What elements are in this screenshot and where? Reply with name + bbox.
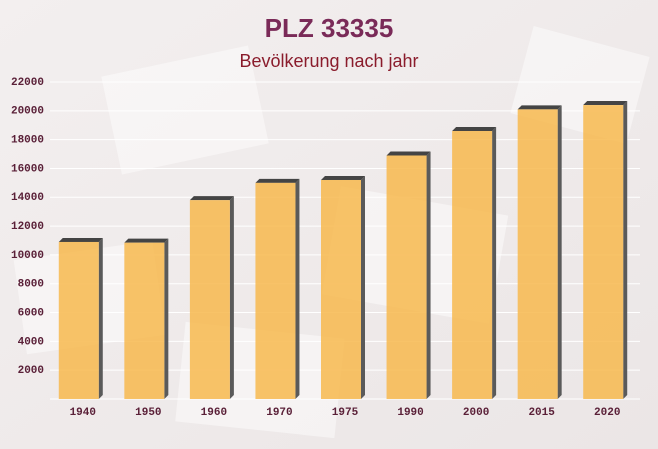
bar [189, 200, 230, 399]
y-tick-label: 16000 [11, 163, 44, 175]
bar [321, 179, 361, 399]
bar [517, 109, 558, 400]
y-tick-label: 8000 [18, 279, 44, 291]
bar [452, 130, 493, 399]
x-tick-label: 2015 [528, 407, 555, 419]
bar-top [517, 105, 562, 110]
bar [386, 155, 427, 399]
y-tick-label: 6000 [18, 307, 44, 319]
bar-top [124, 238, 169, 243]
bar-top [583, 101, 628, 106]
x-tick-label: 1970 [266, 407, 292, 419]
chart-title: PLZ 33335 [265, 13, 394, 43]
bar-shadow [229, 196, 234, 399]
x-tick-label: 2000 [463, 407, 489, 419]
y-tick-label: 18000 [11, 135, 44, 147]
bar-top [321, 175, 365, 180]
chart-subtitle: Bevölkerung nach jahr [239, 51, 418, 71]
bar [58, 241, 99, 399]
x-tick-label: 1990 [397, 407, 423, 419]
bar-shadow [164, 238, 169, 399]
bar-top [189, 196, 234, 201]
bar [255, 182, 296, 399]
x-tick-label: 2020 [594, 407, 620, 419]
bar-shadow [492, 126, 497, 399]
y-tick-label: 10000 [11, 250, 44, 262]
y-tick-label: 4000 [18, 336, 44, 348]
y-tick-label: 22000 [11, 77, 44, 89]
bar-shadow [557, 105, 562, 400]
x-tick-label: 1950 [135, 407, 161, 419]
x-tick-label: 1940 [70, 407, 96, 419]
bar-shadow [426, 151, 431, 399]
y-tick-label: 2000 [18, 365, 44, 377]
bar-shadow [361, 175, 365, 399]
x-tick-label: 1975 [332, 407, 359, 419]
y-tick-label: 12000 [11, 221, 44, 233]
bar-shadow [98, 237, 103, 399]
y-tick-label: 20000 [11, 106, 44, 118]
bar-shadow [623, 101, 628, 400]
bar-shadow [295, 178, 300, 399]
x-tick-label: 1960 [201, 407, 227, 419]
bar-top [58, 237, 103, 242]
bar-top [255, 178, 300, 183]
bar-top [452, 126, 497, 131]
bar [124, 242, 165, 399]
y-tick-label: 14000 [11, 192, 44, 204]
bar [583, 105, 624, 400]
bar-top [386, 151, 431, 156]
